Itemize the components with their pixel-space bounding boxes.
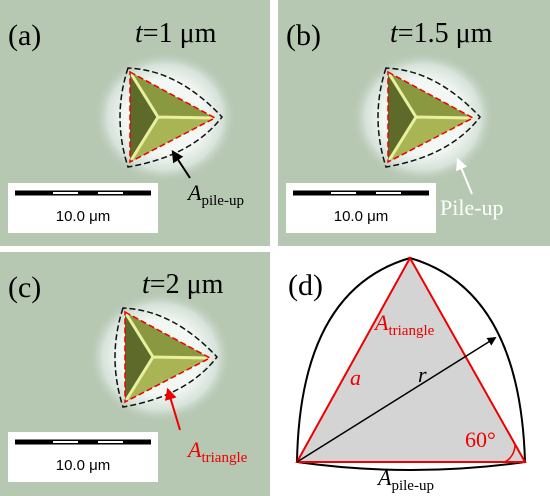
text-part: A (373, 310, 389, 335)
panel-c: 10.0 μm (c) t=2 μm Atriangle (0, 252, 270, 496)
text-part: pile-up (201, 193, 244, 209)
pile-up-area: Apile-up (376, 465, 434, 494)
thickness: t=1.5 μm (390, 18, 493, 49)
text-part: =1.5 μm (398, 18, 493, 49)
annotation: Pile-up (440, 195, 504, 220)
text-part: =1 μm (143, 18, 217, 49)
text-part: triangle (388, 323, 434, 339)
text-part: A (376, 465, 392, 490)
panel-label: (c) (8, 271, 41, 304)
thickness: t=2 μm (142, 269, 224, 300)
text-part: t (135, 18, 144, 49)
angle-label: 60° (465, 427, 496, 452)
triangle-area: Atriangle (373, 310, 435, 339)
panel-label: (a) (8, 19, 41, 52)
text-part: =2 μm (150, 269, 224, 300)
text-part: A (186, 437, 202, 462)
radius-label: r (418, 362, 427, 387)
panel-b: 10.0 μm (b) t=1.5 μm Pile-up (278, 0, 550, 246)
annotation: Atriangle (186, 437, 248, 466)
scale-label: 10.0 μm (56, 208, 111, 225)
thickness: t=1 μm (135, 18, 217, 49)
text-part: triangle (201, 450, 247, 466)
panel-d: (d) Atriangle a r 60° Apile-up (278, 252, 550, 496)
annotation: Apile-up (186, 180, 244, 209)
side-label: a (350, 365, 361, 390)
scale-label: 10.0 μm (334, 208, 389, 225)
scale-label: 10.0 μm (56, 457, 111, 474)
panel-label: (d) (288, 269, 323, 302)
text-part: A (186, 180, 202, 205)
panel-a: 10.0 μm (a) t=1 μm Apile-up (0, 0, 270, 246)
text-part: t (390, 18, 399, 49)
text-part: pile-up (391, 478, 434, 494)
text-part: t (142, 269, 151, 300)
panel-label: (b) (286, 19, 321, 52)
